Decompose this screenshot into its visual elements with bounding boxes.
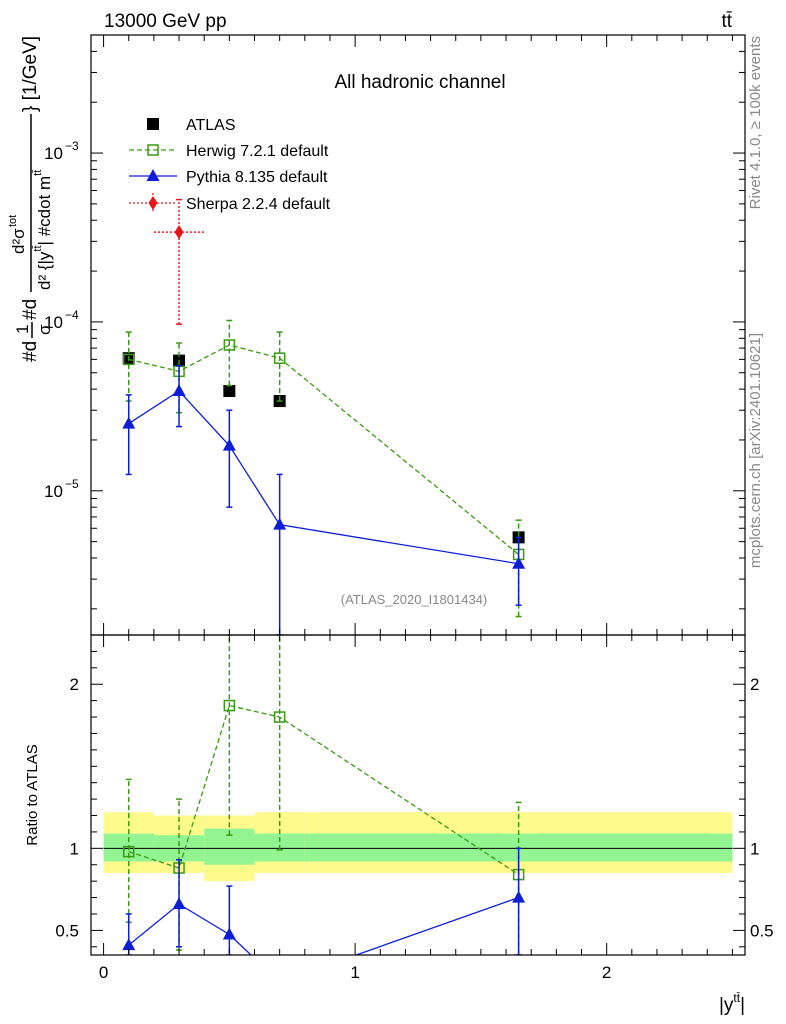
y-tick-exponent: −3 <box>65 139 79 153</box>
header-process-label: tt̄ <box>721 11 732 32</box>
herwig-ratio-point <box>273 711 286 723</box>
legend-pythia-marker <box>146 169 160 181</box>
rivet-version-label: Rivet 4.1.0, ≥ 100k events <box>747 36 764 209</box>
ratio-tick-label: 0.5 <box>55 921 79 940</box>
atlas-point <box>223 384 236 397</box>
herwig-point <box>273 352 286 364</box>
herwig-ratio-line <box>128 704 519 876</box>
herwig-point <box>122 353 135 366</box>
svg-text:d² {|ytt̄| #cdot mtt̄: d² {|ytt̄| #cdot mtt̄ <box>32 169 54 290</box>
pythia-point <box>172 383 186 396</box>
y-tick-exponent: −5 <box>65 477 79 491</box>
y-tick-label: 10 <box>44 313 63 332</box>
legend-pythia-label: Pythia 8.135 default <box>186 169 328 186</box>
ratio-tick-label: 1 <box>70 839 79 858</box>
ylabel-inner-num: d²σ <box>9 228 28 254</box>
legend-sherpa-label: Sherpa 2.2.4 default <box>186 196 331 213</box>
main-y-axis-label: #d 1 σ #d d²σ tot d² {|ytt̄| #cdot mtt̄ … <box>7 36 54 362</box>
y-tick-label: 10 <box>44 144 63 163</box>
ratio-plot-frame <box>90 634 746 956</box>
pythia-ratio-point <box>222 927 236 940</box>
herwig-line <box>128 344 520 555</box>
pythia-line <box>128 390 519 565</box>
pythia-point <box>512 556 526 569</box>
ylabel-inner-den-sup2: tt̄ <box>32 169 44 175</box>
ylabel-frac-den: σ <box>35 324 54 335</box>
pythia-ratio-line <box>128 896 519 955</box>
y-tick-exponent: −4 <box>65 308 79 322</box>
ylabel-d1: #d <box>20 341 41 362</box>
legend-sherpa-marker <box>148 196 158 210</box>
x-tick-label: 1 <box>350 963 359 982</box>
ylabel-inner-den: d² {|y <box>35 251 54 290</box>
ratio-tick-label-right: 0.5 <box>750 921 774 940</box>
sherpa-point <box>174 225 184 240</box>
herwig-point <box>223 339 236 351</box>
chart-title: All hadronic channel <box>334 72 505 93</box>
ratio-tick-label-right: 1 <box>750 839 759 858</box>
herwig-ratio-point <box>122 845 135 858</box>
ratio-tick-label: 2 <box>70 675 79 694</box>
ylabel-unit: } [1/GeV] <box>20 36 41 112</box>
pythia-point <box>273 517 287 530</box>
x-tick-label: 0 <box>99 963 108 982</box>
ylabel-d2: #d <box>20 299 41 320</box>
pythia-ratio-point <box>172 897 186 910</box>
ylabel-frac-num: 1 <box>13 325 32 334</box>
herwig-ratio-point <box>223 699 236 712</box>
pythia-ratio-point <box>273 975 286 987</box>
legend-herwig-marker <box>147 144 159 156</box>
pythia-ratio-point <box>512 890 526 903</box>
ylabel-inner-den-rest: | #cdot m <box>35 176 54 246</box>
mcplots-label: mcplots.cern.ch [arXiv:2401.10621] <box>747 333 764 568</box>
ratio-y-axis-label: Ratio to ATLAS <box>24 744 41 845</box>
x-axis-label: |ytt̄| <box>719 991 745 1016</box>
ratio-tick-label-right: 2 <box>750 675 759 694</box>
ylabel-inner-den-sup: tt̄ <box>32 245 44 251</box>
y-tick-label: 10 <box>44 482 63 501</box>
svg-text:#d: #d <box>20 341 41 362</box>
pythia-point <box>122 416 136 429</box>
pythia-point <box>222 438 236 451</box>
analysis-label: (ATLAS_2020_I1801434) <box>341 592 487 607</box>
ylabel-inner-num-sup: tot <box>7 215 19 227</box>
header-energy-label: 13000 GeV pp <box>104 11 227 32</box>
legend-atlas-label: ATLAS <box>186 117 236 134</box>
x-tick-label: 2 <box>602 963 611 982</box>
pythia-ratio-point <box>122 938 136 951</box>
legend-atlas-marker <box>147 118 159 130</box>
legend-herwig-label: Herwig 7.2.1 default <box>186 143 329 160</box>
